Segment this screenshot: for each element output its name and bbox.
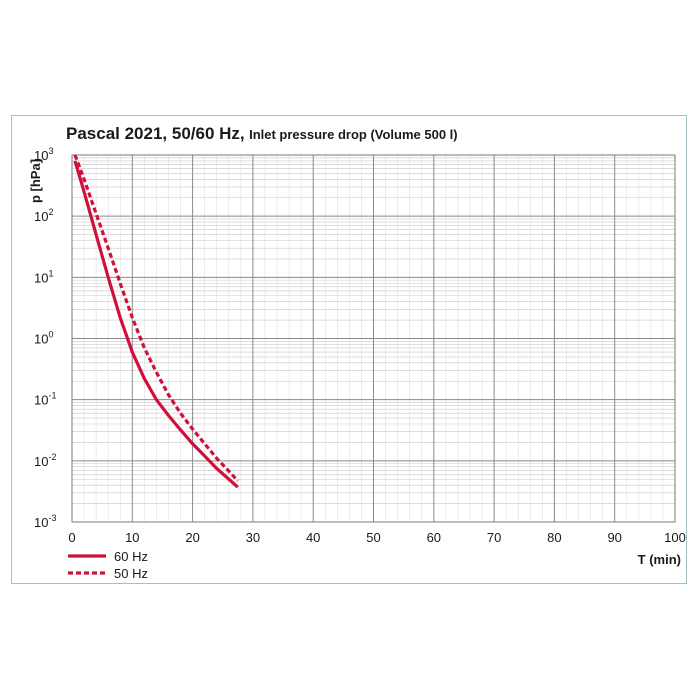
x-tick-label: 20: [185, 530, 199, 545]
y-tick-label: 102: [34, 207, 53, 224]
legend-label: 60 Hz: [114, 549, 148, 564]
chart-title-main: Pascal 2021, 50/60 Hz,: [66, 124, 245, 143]
y-axis-ticks: 10-3 10-2 10-1 100 101 102 103: [34, 146, 56, 530]
x-tick-label: 90: [607, 530, 621, 545]
x-tick-label: 100: [664, 530, 686, 545]
series-line-60hz: [73, 160, 239, 489]
series-layer: [73, 154, 239, 489]
chart-frame: [11, 115, 687, 584]
plot-area-border: [71, 154, 676, 523]
x-tick-label: 70: [487, 530, 501, 545]
y-tick-label: 100: [34, 330, 53, 347]
x-tick-label: 80: [547, 530, 561, 545]
series-line-50hz: [73, 154, 239, 482]
chart-title-sub: Inlet pressure drop (Volume 500 l): [249, 127, 458, 142]
x-axis-ticks: 0 10 20 30 40 50 60 70 80 90 100: [68, 530, 685, 545]
x-tick-label: 60: [427, 530, 441, 545]
y-tick-label: 103: [34, 146, 53, 163]
x-tick-label: 50: [366, 530, 380, 545]
y-tick-label: 10-1: [34, 391, 56, 408]
legend-label: 50 Hz: [114, 566, 148, 581]
x-tick-label: 40: [306, 530, 320, 545]
x-axis-label: T (min): [638, 552, 681, 567]
x-tick-label: 30: [246, 530, 260, 545]
x-tick-label: 0: [68, 530, 75, 545]
x-tick-label: 10: [125, 530, 139, 545]
legend: 60 Hz 50 Hz: [68, 549, 148, 581]
y-tick-label: 10-2: [34, 452, 56, 469]
chart-title: Pascal 2021, 50/60 Hz, Inlet pressure dr…: [66, 124, 458, 144]
y-axis-label: p [hPa]: [28, 159, 43, 203]
y-tick-label: 10-3: [34, 513, 56, 530]
y-tick-label: 101: [34, 268, 53, 285]
